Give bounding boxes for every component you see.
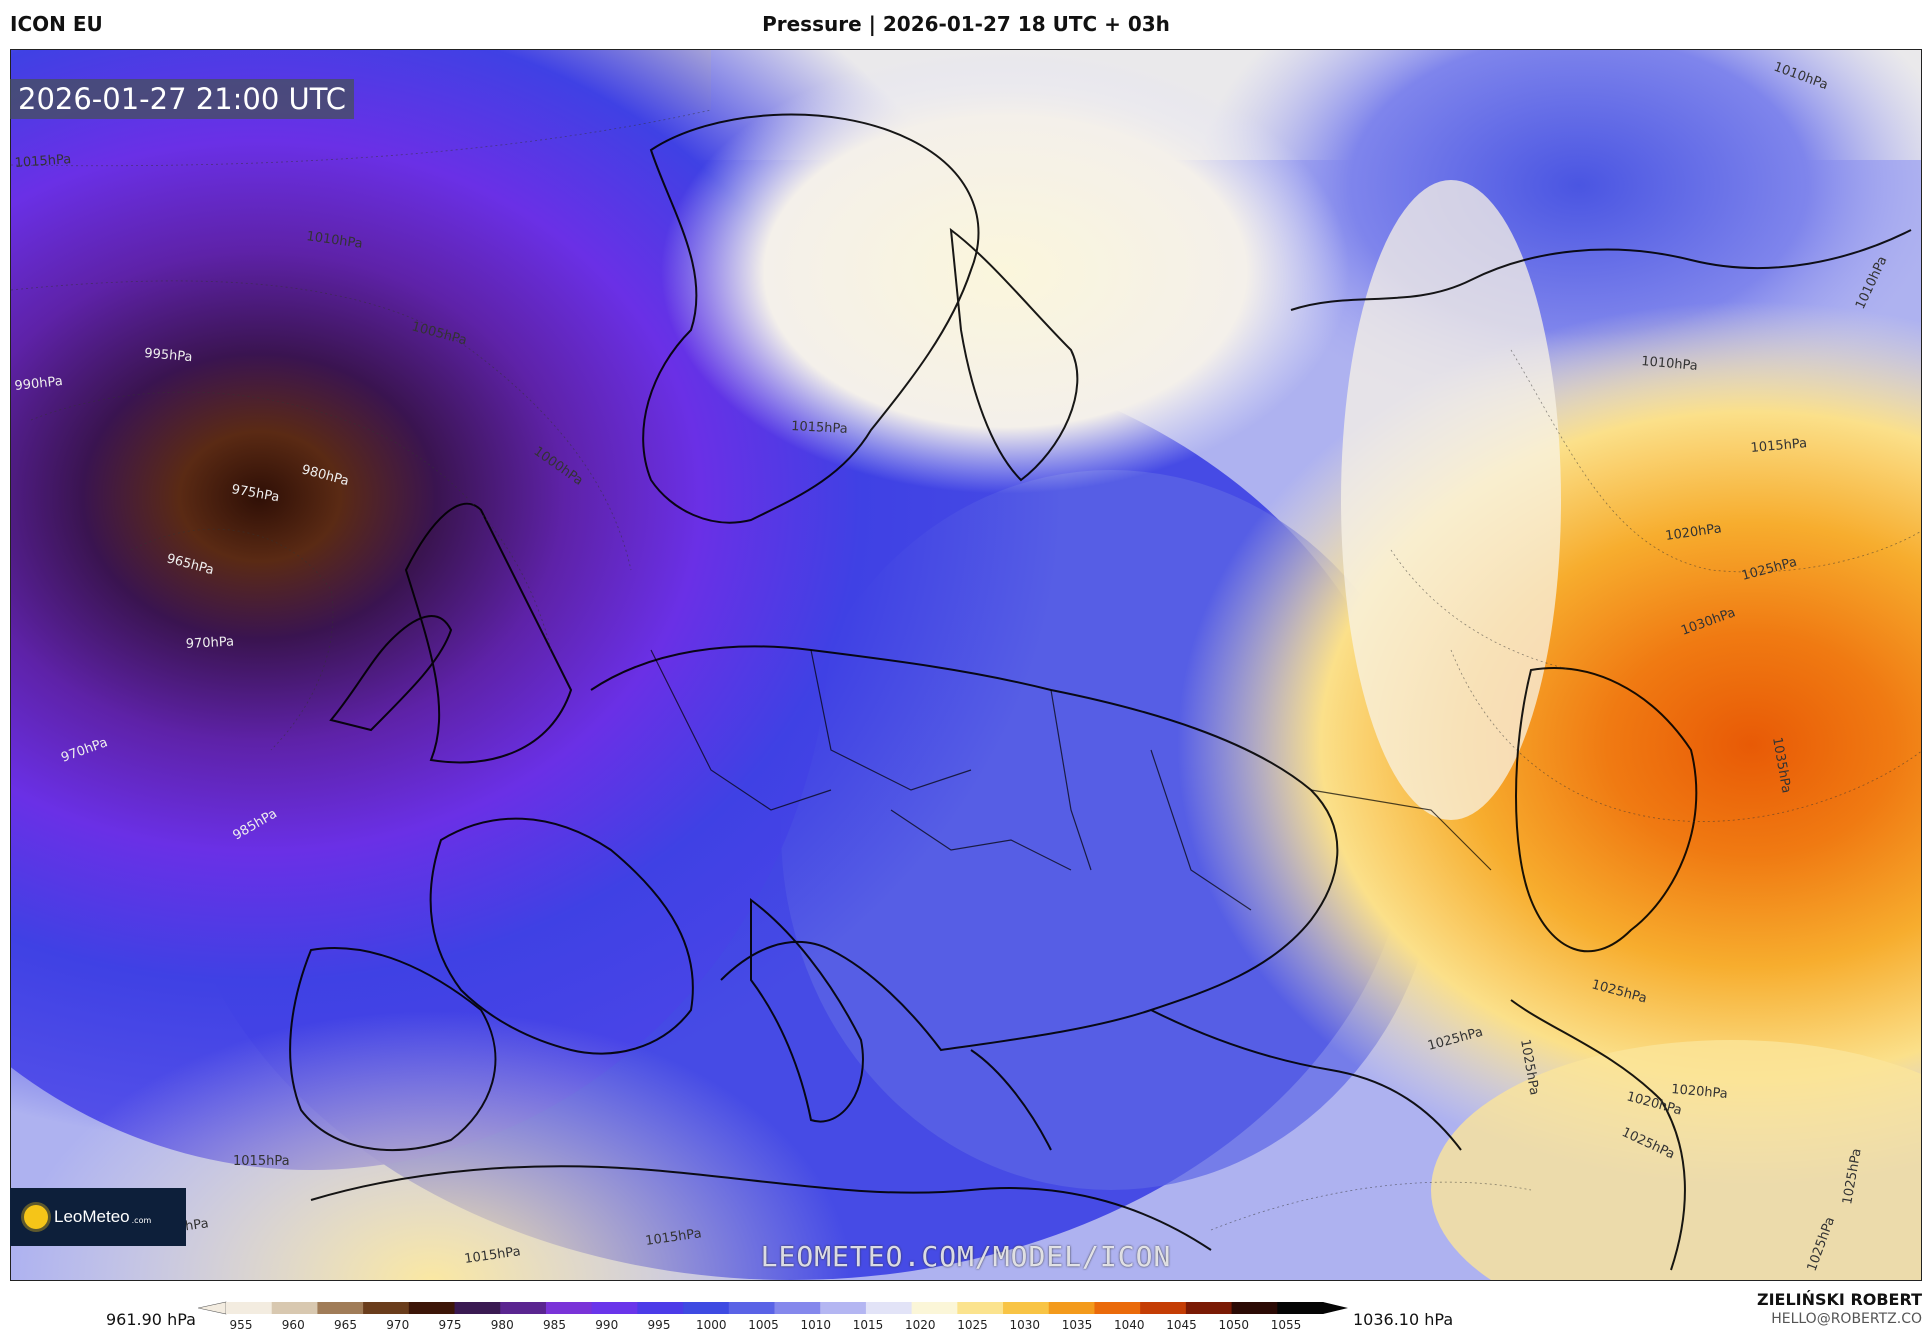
scale-tick-label: 1050 xyxy=(1218,1318,1249,1332)
scale-segment xyxy=(500,1302,547,1314)
isobar-label: 1020hPa xyxy=(1671,1082,1729,1102)
author-email[interactable]: HELLO@ROBERTZ.CO xyxy=(1771,1311,1922,1327)
scale-arrow-left xyxy=(198,1301,227,1315)
chart-title: Pressure | 2026-01-27 18 UTC + 03h xyxy=(762,12,1170,36)
scale-tick-label: 1045 xyxy=(1166,1318,1197,1332)
legend-min-label: 961.90 hPa xyxy=(106,1310,196,1329)
scale-segment xyxy=(1003,1302,1050,1314)
scale-segment xyxy=(683,1302,730,1314)
scale-tick-label: 965 xyxy=(334,1318,357,1332)
color-scale: 955 960 965 970 975 980 985 990 995 1000 1005 1010 1… xyxy=(198,1301,1348,1332)
leometeo-logo[interactable]: LeoMeteo .com xyxy=(10,1188,186,1246)
scale-tick-label: 985 xyxy=(543,1318,566,1332)
scale-segment xyxy=(1140,1302,1187,1314)
valid-time-badge: 2026-01-27 21:00 UTC xyxy=(10,79,355,119)
scale-segment xyxy=(1048,1302,1095,1314)
scale-segment xyxy=(545,1302,593,1314)
scale-tick-label: 1030 xyxy=(1009,1318,1040,1332)
scale-segment xyxy=(1094,1302,1141,1314)
scale-segment xyxy=(1231,1302,1278,1314)
scale-tick-label: 955 xyxy=(230,1318,253,1332)
watermark-url: LEOMETEO.COM/MODEL/ICON xyxy=(760,1240,1172,1273)
pressure-field: 1010hPa 1015hPa 1010hPa 1005hPa 995hPa 9… xyxy=(11,50,1921,1280)
isobar-label: 1015hPa xyxy=(791,419,848,437)
scale-segment xyxy=(317,1302,364,1314)
scale-segment xyxy=(911,1302,958,1314)
isobar-label: 1015hPa xyxy=(1750,436,1808,456)
scale-segment xyxy=(271,1302,318,1314)
scale-tick-label: 1035 xyxy=(1062,1318,1093,1332)
scale-segment xyxy=(1277,1302,1324,1314)
scale-tick-label: 1040 xyxy=(1114,1318,1145,1332)
isobar-label: 1015hPa xyxy=(233,1154,290,1169)
scale-segment xyxy=(637,1302,684,1314)
scale-tick-label: 970 xyxy=(386,1318,409,1332)
isobar-label: 1015hPa xyxy=(14,152,71,171)
scale-tick-label: 1010 xyxy=(800,1318,831,1332)
scale-segment xyxy=(591,1302,638,1314)
scale-segment xyxy=(408,1302,456,1314)
scale-segment xyxy=(865,1302,913,1314)
logo-name: LeoMeteo xyxy=(54,1207,130,1226)
scale-tick-label: 1020 xyxy=(905,1318,936,1332)
scale-segment xyxy=(363,1302,410,1314)
scale-segment xyxy=(728,1302,775,1314)
scale-tick-label: 1000 xyxy=(696,1318,727,1332)
author-name: ZIELIŃSKI ROBERT xyxy=(1756,1290,1922,1309)
scale-tick-label: 1055 xyxy=(1271,1318,1302,1332)
sun-icon xyxy=(24,1205,48,1229)
scale-tick-label: 980 xyxy=(491,1318,514,1332)
scale-tick-label: 995 xyxy=(648,1318,671,1332)
scale-tick-label: 1005 xyxy=(748,1318,779,1332)
scale-segment xyxy=(820,1302,867,1314)
scale-segment xyxy=(454,1302,501,1314)
model-name: ICON EU xyxy=(10,12,103,36)
scale-tick-label: 960 xyxy=(282,1318,305,1332)
isobar-label: 995hPa xyxy=(144,346,193,365)
scale-segment xyxy=(774,1302,821,1314)
scale-segment xyxy=(1185,1302,1233,1314)
scale-tick-label: 990 xyxy=(595,1318,618,1332)
isobar-label: 990hPa xyxy=(14,374,64,394)
scale-segment xyxy=(957,1302,1004,1314)
logo-domain: .com xyxy=(131,1215,152,1225)
isobar-label: 970hPa xyxy=(185,634,234,652)
isobar-label: 1010hPa xyxy=(1641,354,1699,374)
legend-max-label: 1036.10 hPa xyxy=(1353,1310,1454,1329)
scale-tick-label: 1025 xyxy=(957,1318,988,1332)
scale-segment xyxy=(226,1302,273,1314)
scale-tick-label: 975 xyxy=(439,1318,462,1332)
scale-arrow-right xyxy=(1323,1302,1348,1314)
scale-tick-label: 1015 xyxy=(853,1318,884,1332)
pressure-map: 1010hPa 1015hPa 1010hPa 1005hPa 995hPa 9… xyxy=(10,49,1922,1281)
